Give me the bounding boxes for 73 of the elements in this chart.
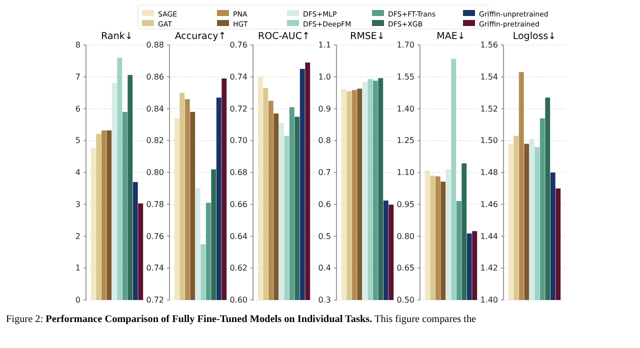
y-tick-label: 1.42 [480,264,498,273]
y-tick-label: 7 [75,72,80,82]
y-tick-label: 0.50 [396,296,414,305]
y-tick-label: 0.84 [146,104,164,114]
y-tick-label: 1.52 [480,104,498,114]
y-tick-label: 1.70 [396,40,414,50]
y-tick-label: 0.65 [396,264,414,273]
y-tick-label: 1.50 [480,136,498,146]
y-tick-label: 0.86 [146,72,164,82]
y-tick-label: 6 [75,104,80,114]
y-tick-label: 1.1 [318,40,331,50]
y-tick-label: 0.9 [318,104,331,114]
chart-title: Rank↓ [101,31,133,42]
y-tick-label: 0.68 [230,168,248,178]
y-tick-label: 1.40 [396,104,414,114]
chart-title: Accuracy↑ [174,31,226,42]
y-tick-label: 0.7 [318,168,331,178]
chart-title: MAE↓ [436,31,466,42]
y-tick-label: 0.8 [318,136,331,146]
y-tick-label: 0.72 [146,296,164,305]
text: Performance Comparison of Fully Fine-Tuned Models on Individual Tasks. [46,314,373,325]
y-tick-label: 0.95 [396,200,414,209]
chart-title: RMSE↓ [350,31,385,42]
y-tick-label: 0.82 [146,136,164,146]
y-tick-label: 1.46 [480,200,498,209]
chart-title: ROC-AUC↑ [258,31,310,42]
bar [96,134,102,300]
bar [106,130,112,300]
y-tick-label: 0.76 [230,40,248,50]
y-tick-label: 0.74 [230,72,248,82]
bar [90,148,96,300]
y-tick-label: 0.74 [146,264,164,273]
chart-title: Logloss↓ [512,31,556,42]
y-tick-label: 0.64 [230,232,248,241]
y-tick-label: 0.88 [146,40,164,50]
y-tick-label: 0.5 [318,232,331,241]
bar [128,74,133,300]
y-tick-label: 1.40 [480,296,498,305]
y-tick-label: 0.62 [230,264,248,273]
y-tick-label: 1.48 [480,168,498,178]
y-tick-label: 5 [75,136,80,146]
bar [112,82,117,300]
caption: Figure 2: [6,314,46,325]
y-tick-label: 0.80 [146,168,164,178]
bar [122,112,128,300]
y-tick-label: 1.55 [396,72,414,82]
y-tick-label: 1.0 [318,72,331,82]
y-tick-label: 0.76 [146,232,164,241]
y-tick-label: 1.56 [480,40,498,50]
bar [117,58,122,300]
y-tick-label: 1.44 [480,232,498,241]
y-tick-label: 8 [75,40,80,50]
y-tick-label: 0.60 [230,296,248,305]
y-tick-label: 0.6 [318,200,331,209]
y-tick-label: 0.80 [396,232,414,241]
y-tick-label: 0 [75,296,80,305]
y-tick-label: 0.66 [230,200,248,209]
y-tick-label: 0.3 [318,296,331,305]
y-tick-label: 2 [75,232,80,241]
y-tick-label: 1.10 [396,168,414,178]
y-tick-label: 0.72 [230,104,248,114]
text: This figure compares the [372,314,477,325]
y-tick-label: 0.4 [318,264,331,273]
y-tick-label: 4 [75,168,80,178]
y-tick-label: 3 [75,200,80,209]
bar [101,130,106,300]
y-tick-label: 1 [75,264,80,273]
y-tick-label: 1.54 [480,72,498,82]
y-tick-label: 0.78 [146,200,164,209]
bar [132,182,138,300]
y-tick-label: 1.25 [396,136,414,146]
bar [138,203,144,300]
y-tick-label: 0.70 [230,136,248,146]
